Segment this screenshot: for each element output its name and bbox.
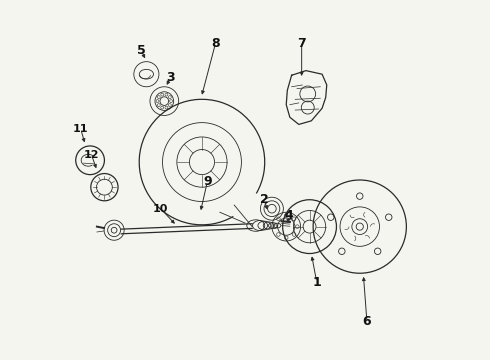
Text: 10: 10 [153, 204, 169, 214]
Text: 4: 4 [284, 210, 293, 222]
Text: 5: 5 [137, 44, 146, 57]
Text: 3: 3 [166, 71, 175, 84]
Text: 2: 2 [260, 193, 269, 206]
Text: 7: 7 [297, 36, 306, 50]
Text: 9: 9 [203, 175, 212, 188]
Text: 12: 12 [84, 150, 99, 160]
Text: 8: 8 [211, 36, 220, 50]
Text: 11: 11 [73, 124, 89, 134]
Text: 1: 1 [312, 276, 321, 289]
Text: 6: 6 [363, 315, 371, 328]
